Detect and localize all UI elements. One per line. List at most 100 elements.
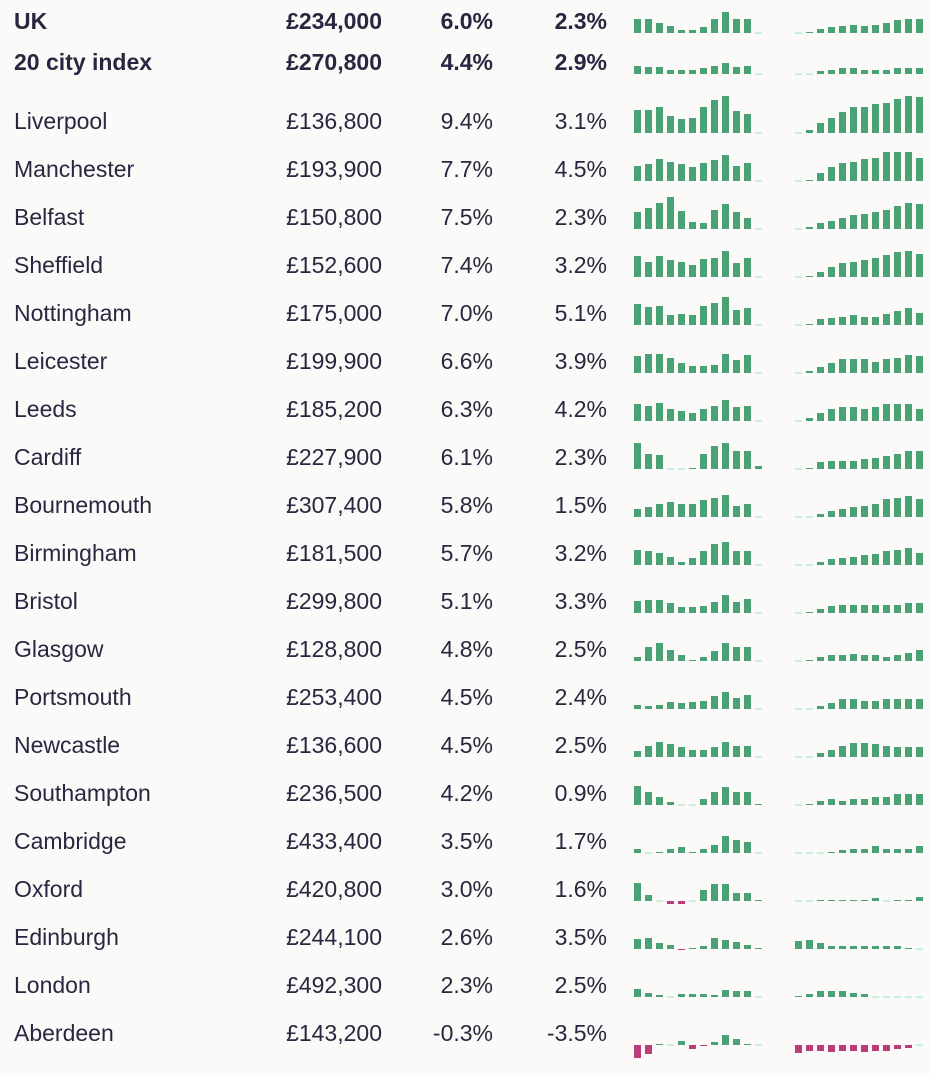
spark-right-bar: [850, 407, 857, 421]
spark-left-bar: [711, 995, 718, 997]
spark-right-bar: [894, 498, 901, 517]
spark-right-bar: [795, 1045, 802, 1053]
spark-left-bar: [656, 306, 663, 325]
price-change-2: 3.9%: [554, 348, 607, 374]
spark-left-bar: [645, 792, 652, 805]
spark-left-bar: [656, 643, 663, 661]
spark-left-bar: [689, 118, 696, 133]
spark-right-bar: [850, 359, 857, 373]
spark-left-bar: [733, 551, 740, 565]
spark-left-bar: [722, 297, 729, 325]
spark-left-bar: [711, 160, 718, 181]
city-name: 20 city index: [14, 49, 153, 75]
spark-right-bar: [861, 159, 868, 181]
spark-right-bar: [872, 407, 879, 421]
spark-right-bar: [817, 29, 824, 33]
spark-left-bar: [645, 600, 652, 613]
spark-left-bar: [700, 1045, 707, 1046]
table-row: Portsmouth £253,400 4.5% 2.4%: [0, 677, 930, 717]
spark-left-bar: [711, 884, 718, 901]
spark-left-bar: [700, 223, 707, 229]
price-change-2: 4.5%: [554, 156, 607, 182]
spark-right-bar: [828, 409, 835, 421]
spark-left-bar: [645, 262, 652, 277]
spark-right-bar: [861, 555, 868, 565]
spark-right-bar: [828, 461, 835, 469]
average-price: £299,800: [286, 588, 382, 614]
spark-right-bar: [894, 404, 901, 421]
table-row: Belfast £150,800 7.5% 2.3%: [0, 197, 930, 237]
spark-right-bar: [828, 799, 835, 805]
spark-left-bar: [700, 551, 707, 565]
spark-left-bar: [645, 454, 652, 469]
average-price: £193,900: [286, 156, 382, 182]
average-price: £307,400: [286, 492, 382, 518]
spark-left-bar: [678, 847, 685, 853]
spark-left-bar: [744, 406, 751, 421]
spark-right-bar: [916, 254, 923, 277]
spark-right-bar: [806, 276, 813, 277]
spark-right-bar: [817, 609, 824, 613]
spark-left-bar: [711, 19, 718, 33]
spark-left-bar: [700, 890, 707, 901]
spark-right-bar: [850, 946, 857, 949]
spark-right-bar: [916, 650, 923, 661]
spark-left-bar: [755, 1044, 762, 1046]
spark-left-bar: [700, 657, 707, 661]
spark-right-bar: [905, 948, 912, 949]
spark-right-bar: [828, 511, 835, 517]
price-change-1: 7.5%: [440, 204, 493, 230]
table-row: 20 city index £270,800 4.4% 2.9%: [0, 42, 930, 82]
average-price: £150,800: [286, 204, 382, 230]
spark-left-bar: [744, 504, 751, 517]
spark-right-bar: [883, 900, 890, 902]
spark-right-bar: [872, 846, 879, 853]
spark-right-bar: [872, 996, 879, 998]
price-change-1: 6.1%: [440, 444, 493, 470]
spark-left-bar: [755, 32, 762, 34]
spark-left-bar: [722, 495, 729, 517]
table-row: Southampton £236,500 4.2% 0.9%: [0, 773, 930, 813]
spark-right-bar: [883, 849, 890, 853]
spark-right-bar: [861, 359, 868, 373]
spark-left-bar: [634, 786, 641, 805]
spark-left-bar: [722, 990, 729, 997]
spark-right-bar: [795, 660, 802, 662]
table-row: Cardiff £227,900 6.1% 2.3%: [0, 437, 930, 477]
spark-left-bar: [645, 354, 652, 373]
spark-left-bar: [678, 655, 685, 661]
price-change-2: 3.3%: [554, 588, 607, 614]
spark-right-bar: [883, 255, 890, 277]
spark-right-bar: [828, 363, 835, 373]
spark-left-bar: [689, 366, 696, 373]
spark-left-bar: [733, 792, 740, 805]
spark-left-bar: [645, 1045, 652, 1054]
spark-right-bar: [883, 996, 890, 998]
spark-left-bar: [733, 991, 740, 997]
spark-left-bar: [656, 797, 663, 805]
spark-right-bar: [905, 451, 912, 469]
spark-right-bar: [839, 605, 846, 613]
city-name: Bristol: [14, 588, 78, 614]
price-change-1: 4.8%: [440, 636, 493, 662]
spark-left-bar: [700, 994, 707, 997]
spark-right-bar: [828, 946, 835, 949]
spark-right-bar: [883, 797, 890, 805]
spark-left-bar: [634, 110, 641, 133]
spark-left-bar: [700, 107, 707, 133]
spark-right-bar: [828, 559, 835, 565]
spark-right-bar: [795, 228, 802, 230]
spark-left-bar: [634, 166, 641, 181]
spark-left-bar: [700, 500, 707, 517]
spark-left-bar: [689, 660, 696, 661]
spark-right-bar: [817, 173, 824, 181]
spark-left-bar: [755, 73, 762, 75]
spark-right-bar: [883, 551, 890, 565]
spark-right-bar: [905, 653, 912, 661]
price-change-2: 2.5%: [554, 636, 607, 662]
spark-left-bar: [667, 849, 674, 853]
spark-left-bar: [689, 70, 696, 74]
table-row: Newcastle £136,600 4.5% 2.5%: [0, 725, 930, 765]
spark-right-bar: [839, 991, 846, 997]
spark-left-bar: [744, 792, 751, 805]
